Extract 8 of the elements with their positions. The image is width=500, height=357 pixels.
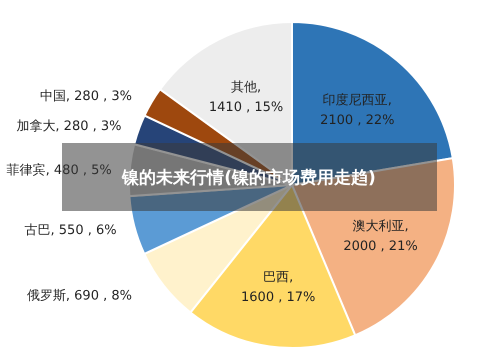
slice-label: 中国, 280 , 3% bbox=[40, 88, 132, 104]
slice-label: 巴西, 1600 , 17% bbox=[240, 270, 316, 306]
slice-label: 加拿大, 280 , 3% bbox=[16, 118, 122, 134]
slice-label: 印度尼西亚, 2100 , 22% bbox=[320, 92, 394, 128]
slice-label: 澳大利亚, 2000 , 21% bbox=[343, 218, 418, 254]
slice-label: 古巴, 550 , 6% bbox=[24, 223, 117, 238]
slice-label: 俄罗斯, 690 , 8% bbox=[26, 288, 132, 304]
slice-label: 其他, 1410 , 15% bbox=[208, 80, 284, 115]
